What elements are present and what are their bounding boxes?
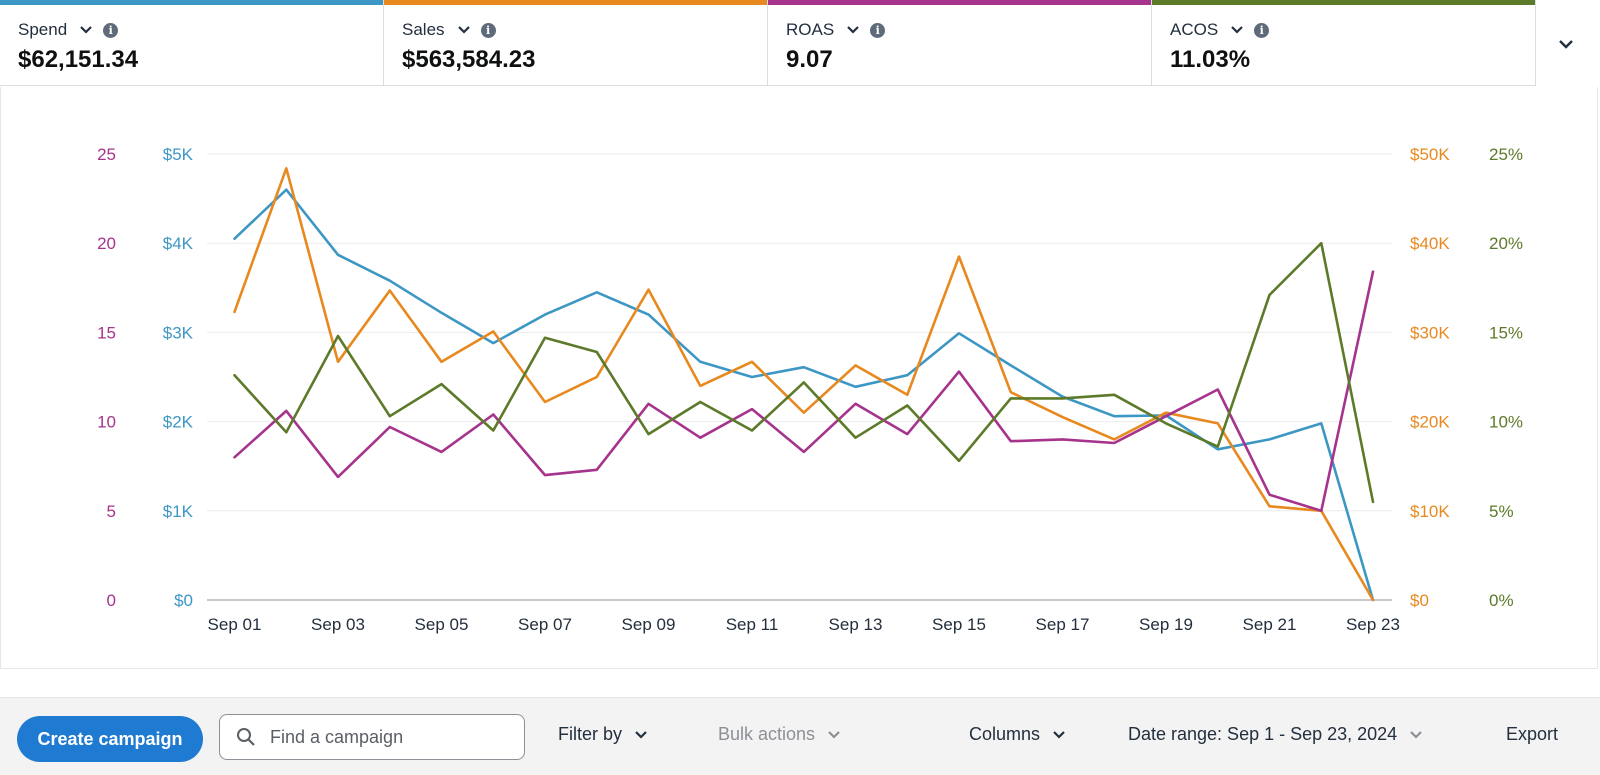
expand-metrics-chevron-icon[interactable] [1557,37,1575,51]
info-icon[interactable]: i [103,22,119,38]
performance-chart: 0 5 10 15 20 25 $0 $1K $2K $3K $4K $5K $0 $10K $20K $30… [0,87,1598,669]
search-box[interactable] [219,714,525,760]
x-axis-tick-label: Sep 19 [1139,615,1193,634]
series-line-acos [233,241,1375,504]
export-label: Export [1506,724,1559,744]
metric-label: Sales [402,20,445,39]
roas-axis-tick-label: 20 [97,234,116,253]
chevron-down-icon [1410,730,1422,739]
acos-axis-tick-label: 0% [1489,591,1514,610]
columns-dropdown[interactable]: Columns [969,724,1066,745]
metric-stripe [0,0,383,5]
roas-axis-tick-label: 0 [107,591,116,610]
roas-axis-tick-label: 15 [97,323,116,342]
date-range-dropdown[interactable]: Date range: Sep 1 - Sep 23, 2024 [1128,724,1423,745]
metric-card-roas[interactable]: ROAS i 9.07 [768,0,1152,86]
metric-card-spend[interactable]: Spend i $62,151.34 [0,0,384,86]
acos-axis-tick-label: 20% [1489,234,1523,253]
sales-axis-tick-label: $0 [1410,591,1429,610]
info-icon[interactable]: i [480,22,496,38]
sales-axis-tick-label: $10K [1410,502,1450,521]
acos-axis-tick-label: 10% [1489,413,1523,432]
series-line-roas [233,270,1375,513]
metric-stripe [384,0,767,5]
info-icon[interactable]: i [870,22,886,38]
metric-value: 9.07 [786,46,833,73]
x-axis-tick-label: Sep 11 [726,615,779,634]
metric-card-sales[interactable]: Sales i $563,584.23 [384,0,768,86]
search-icon [237,728,255,746]
acos-axis-tick-label: 5% [1489,502,1514,521]
create-campaign-button[interactable]: Create campaign [17,716,203,762]
spend-axis-tick-label: $5K [163,145,194,164]
roas-axis-tick-label: 5 [107,502,116,521]
info-icon[interactable]: i [1254,22,1270,38]
chevron-down-icon[interactable] [457,25,471,35]
export-button[interactable]: Export [1506,724,1558,745]
filter-by-label: Filter by [558,724,623,744]
chart-svg: 0 5 10 15 20 25 $0 $1K $2K $3K $4K $5K $0 $10K $20K $30… [97,145,1523,634]
columns-label: Columns [969,724,1041,744]
spend-axis-tick-label: $1K [163,502,194,521]
roas-axis-tick-label: 10 [97,413,116,432]
filter-by-dropdown[interactable]: Filter by [558,724,648,745]
series-line-spend [233,188,1375,602]
chevron-down-icon [1053,730,1065,739]
metric-header[interactable]: ROAS i [786,20,886,40]
metric-header[interactable]: Spend i [18,20,119,40]
find-campaign-input[interactable] [268,725,502,749]
metric-value: 11.03% [1170,46,1251,73]
metric-card-acos[interactable]: ACOS i 11.03% [1152,0,1536,86]
chevron-down-icon [635,730,647,739]
chevron-down-icon[interactable] [1230,25,1244,35]
acos-axis-tick-label: 25% [1489,145,1523,164]
x-axis-tick-label: Sep 01 [208,615,262,634]
chevron-down-icon[interactable] [79,25,93,35]
chevron-down-icon [828,730,840,739]
spend-axis-tick-label: $0 [174,591,193,610]
spend-axis-tick-label: $2K [163,413,194,432]
x-axis-tick-label: Sep 09 [622,615,676,634]
date-range-label: Date range: Sep 1 - Sep 23, 2024 [1128,724,1398,744]
metric-label: ROAS [786,20,835,39]
sales-axis-tick-label: $40K [1410,234,1450,253]
acos-axis-tick-label: 15% [1489,323,1523,342]
metric-value: $62,151.34 [18,46,139,73]
x-axis-tick-label: Sep 17 [1036,615,1090,634]
campaign-toolbar: Create campaign Filter by Bulk actions C… [0,697,1600,775]
x-axis-tick-label: Sep 05 [415,615,469,634]
bulk-actions-dropdown[interactable]: Bulk actions [718,724,841,745]
x-axis-tick-label: Sep 15 [932,615,986,634]
metric-header[interactable]: ACOS i [1170,20,1270,40]
sales-axis-tick-label: $50K [1410,145,1450,164]
metric-stripe [768,0,1151,5]
roas-axis-tick-label: 25 [97,145,116,164]
metric-header[interactable]: Sales i [402,20,496,40]
bulk-actions-label: Bulk actions [718,724,816,744]
spend-axis-tick-label: $4K [163,234,194,253]
metric-value: $563,584.23 [402,46,536,73]
x-axis-tick-label: Sep 03 [311,615,365,634]
metrics-bar: Spend i $62,151.34 Sales i $563,584.23 R… [0,0,1536,87]
x-axis-tick-label: Sep 07 [518,615,572,634]
metric-label: Spend [18,20,68,39]
x-axis-tick-label: Sep 13 [829,615,883,634]
x-axis-tick-label: Sep 23 [1346,615,1400,634]
sales-axis-tick-label: $20K [1410,413,1450,432]
metric-stripe [1152,0,1535,5]
x-axis-tick-label: Sep 21 [1243,615,1297,634]
sales-axis-tick-label: $30K [1410,323,1450,342]
metric-label: ACOS [1170,20,1219,39]
series-line-sales [233,167,1375,602]
spend-axis-tick-label: $3K [163,323,194,342]
chevron-down-icon[interactable] [846,25,860,35]
